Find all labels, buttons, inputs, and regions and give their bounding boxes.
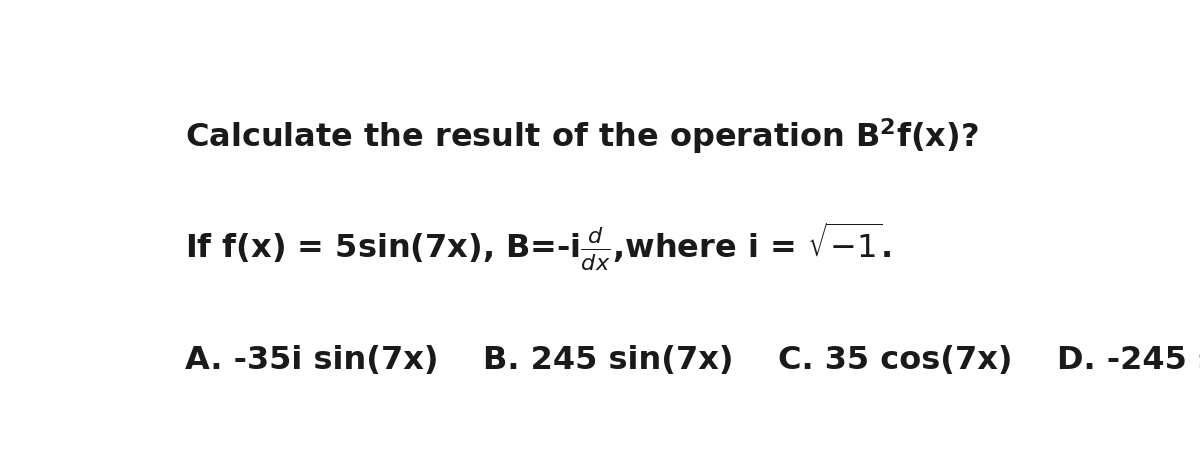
Text: A. -35i sin(7x)    B. 245 sin(7x)    C. 35 cos(7x)    D. -245 sin(7x): A. -35i sin(7x) B. 245 sin(7x) C. 35 cos…: [185, 345, 1200, 376]
Text: Calculate the result of the operation $\bf{B^2f(x)}$?: Calculate the result of the operation $\…: [185, 117, 979, 156]
Text: If f(x) = 5sin(7x), B=-i$\frac{d}{dx}$,where i = $\sqrt{-1}$.: If f(x) = 5sin(7x), B=-i$\frac{d}{dx}$,w…: [185, 220, 892, 273]
